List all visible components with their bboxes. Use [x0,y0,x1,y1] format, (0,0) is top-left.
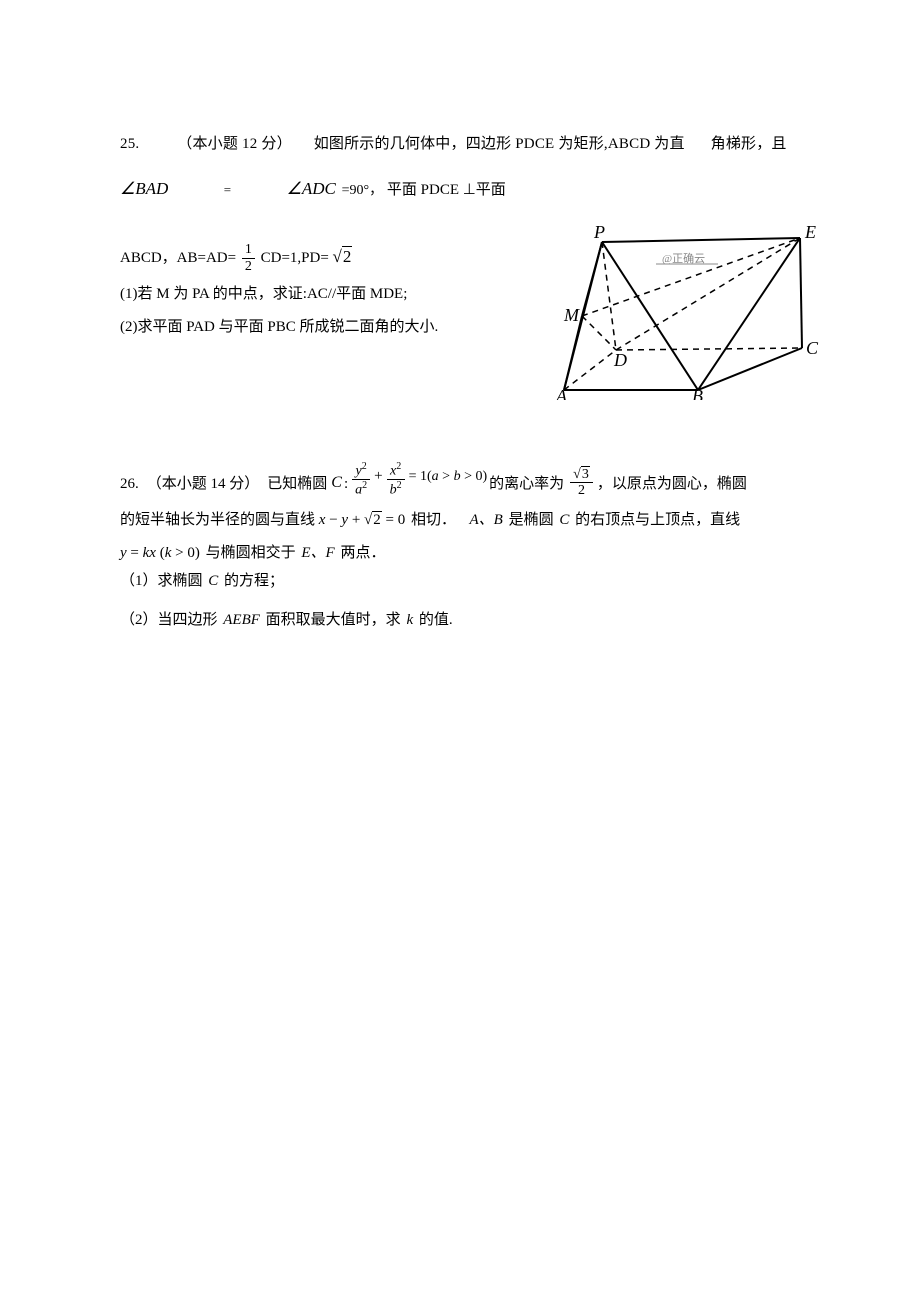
svg-text:E: E [804,222,816,242]
prob26-text3: ，以原点为圆心，椭圆 [597,470,747,499]
frac-x2-b2: x2 b2 [387,461,405,498]
prob26-text1: 已知椭圆 [267,470,327,499]
prob26-sub1: （1）求椭圆 C 的方程； [120,567,810,596]
prob26-line2: 的短半轴长为半径的圆与直线 x − y + √2 = 0 相切． A、B 是椭圆… [120,506,810,535]
svg-text:C: C [806,338,819,358]
eq1-cond: = 1(a > b > 0) [409,464,488,491]
prob26-sub2: （2）当四边形 AEBF 面积取最大值时，求 k 的值. [120,606,810,635]
angle-adc: ∠ADC [287,179,336,198]
frac-sqrt3-2: √3 2 [570,467,593,499]
prob26-number: 26. [120,470,139,499]
svg-text:D: D [613,350,627,370]
prob25-text2: 角梯形，且 [711,136,787,152]
geometry-figure: P E M D C A B @正确云 [520,220,820,400]
svg-text:@正确云: @正确云 [662,252,705,265]
svg-text:M: M [563,305,580,325]
plane-text: 平面 PDCE ⊥平面 [387,182,506,198]
frac-half: 1 2 [242,242,255,274]
frac-y2-a2: y2 a2 [352,461,370,498]
prob25-intro-line1: 25. （本小题 12 分） 如图所示的几何体中，四边形 PDCE 为矩形,AB… [120,130,810,159]
prob26-text2: 的离心率为 [489,470,564,499]
problem-26: 26. （本小题 14 分） 已知椭圆 C : y2 a2 + x2 b2 = … [120,461,810,634]
svg-text:B: B [692,386,703,400]
prob25-marks: （本小题 12 分） [177,136,292,152]
tangent-x: x [319,512,326,528]
angle-bad: ∠BAD [120,179,168,198]
angle-val: =90°， [342,183,384,198]
abcd-text: ABCD，AB=AD= [120,250,236,266]
prob25-number: 25. [120,136,139,152]
line-eq-ykx: y [120,545,127,561]
prob26-line1: 26. （本小题 14 分） 已知椭圆 C : y2 a2 + x2 b2 = … [120,461,810,498]
svg-text:P: P [593,222,605,242]
prob26-marks: （本小题 14 分） [147,470,260,499]
prob26-line3: y = kx (k > 0) 与椭圆相交于 E、F 两点． [120,539,810,568]
svg-text:A: A [555,386,568,400]
eq-sign: = [224,182,231,197]
cd-text: CD=1,PD= [261,250,329,266]
problem-25: 25. （本小题 12 分） 如图所示的几何体中，四边形 PDCE 为矩形,AB… [120,130,810,341]
prob25-angle-line: ∠BAD = ∠ADC =90°， 平面 PDCE ⊥平面 [120,173,810,205]
sqrt2: √2 [333,246,353,266]
prob25-text1: 如图所示的几何体中，四边形 PDCE 为矩形,ABCD 为直 [314,136,685,152]
